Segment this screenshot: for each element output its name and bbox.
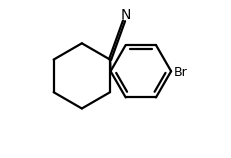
Text: N: N	[120, 8, 130, 22]
Text: Br: Br	[173, 66, 186, 79]
